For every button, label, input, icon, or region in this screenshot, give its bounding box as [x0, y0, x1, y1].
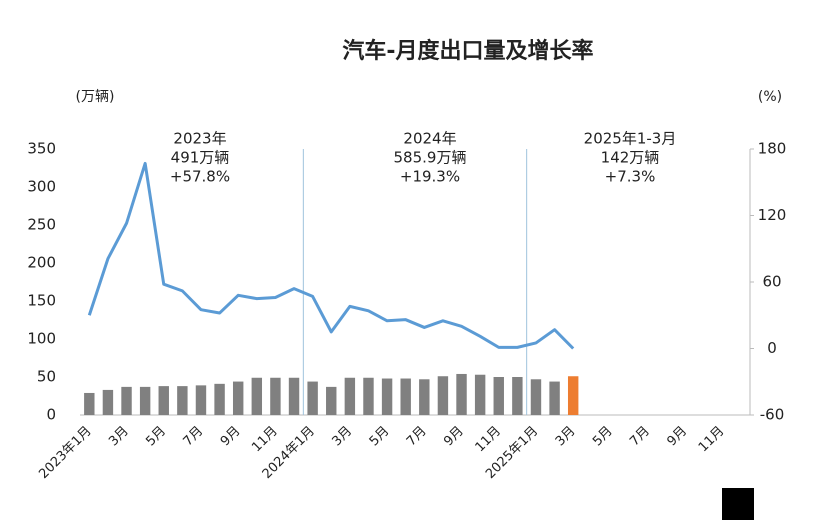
annotation: +7.3%	[605, 168, 656, 186]
bar	[549, 381, 560, 415]
bar	[251, 377, 263, 415]
annotation: 142万辆	[601, 149, 660, 167]
y-tick-label: 50	[37, 368, 56, 386]
bar	[326, 386, 337, 415]
annotation: 491万辆	[171, 149, 230, 167]
bar	[307, 381, 318, 415]
y2-tick-label: -60	[760, 406, 785, 424]
y2-tick-label: 180	[758, 140, 787, 158]
bar	[139, 386, 151, 415]
bar	[288, 377, 300, 415]
bar	[400, 378, 411, 415]
bar	[512, 377, 523, 415]
annotation: +19.3%	[400, 168, 460, 186]
annotation: +57.8%	[170, 168, 230, 186]
bar	[121, 386, 132, 415]
y2-tick-label: 60	[762, 273, 781, 291]
y-tick-label: 350	[27, 140, 56, 158]
bar	[437, 376, 449, 415]
bar	[344, 377, 356, 415]
bar	[363, 377, 374, 415]
y-tick-label: 300	[27, 178, 56, 196]
y-tick-label: 250	[27, 216, 56, 234]
y-tick-label: 0	[46, 406, 56, 424]
bar	[195, 385, 207, 415]
bar	[84, 392, 95, 415]
corner-square	[722, 488, 754, 520]
bar	[232, 381, 244, 415]
annotation: 2023年	[173, 130, 226, 148]
y-axis-label: (万辆)	[76, 89, 115, 105]
bar	[456, 373, 467, 415]
bar	[419, 379, 430, 415]
bar	[381, 378, 393, 415]
y2-axis-label: (%)	[758, 89, 782, 105]
y-tick-label: 150	[27, 292, 56, 310]
annotation: 2025年1-3月	[584, 130, 677, 148]
bar	[530, 379, 542, 415]
bar	[270, 377, 281, 415]
bar	[158, 386, 169, 415]
y-tick-label: 100	[27, 330, 56, 348]
bar	[493, 377, 504, 415]
line	[87, 161, 575, 350]
bar	[567, 376, 579, 415]
annotation: 2024年	[403, 130, 456, 148]
bar	[214, 383, 225, 415]
bar	[102, 389, 114, 415]
y-tick-label: 200	[27, 254, 56, 272]
bar	[177, 386, 188, 415]
chart-title: 汽车-月度出口量及增长率	[342, 38, 593, 64]
annotation: 585.9万辆	[394, 149, 467, 167]
y2-tick-label: 0	[767, 339, 777, 357]
bar	[474, 374, 486, 415]
y2-tick-label: 120	[758, 206, 787, 224]
